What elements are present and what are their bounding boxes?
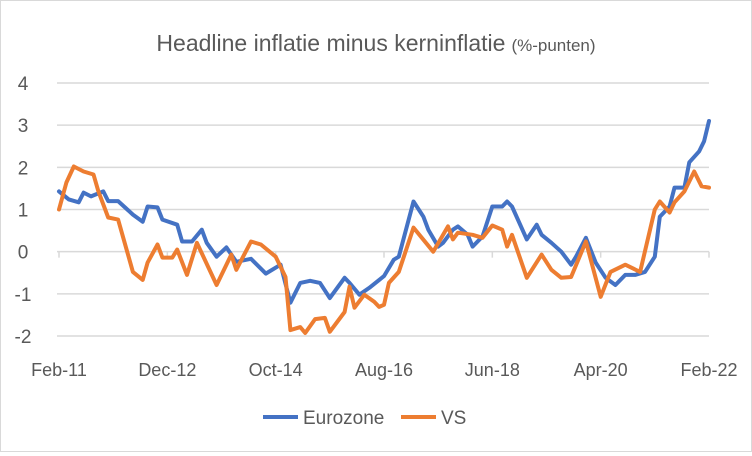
y-tick-label: 4 <box>18 74 29 95</box>
x-tick-label: Apr-20 <box>574 360 628 380</box>
x-tick-label: Dec-12 <box>138 360 196 380</box>
y-tick-label: -2 <box>15 327 32 348</box>
y-tick-label: -1 <box>15 285 32 306</box>
x-tick-label: Feb-22 <box>680 360 737 380</box>
legend-label: VS <box>441 408 466 429</box>
series-lines <box>57 119 711 335</box>
y-axis-labels: 4 3 2 1 0 -1 -2 <box>15 74 32 348</box>
legend-label: Eurozone <box>303 408 384 429</box>
x-tick-label: Jun-18 <box>465 360 520 380</box>
gridlines <box>57 82 710 337</box>
x-tick-label: Aug-16 <box>355 360 413 380</box>
legend: Eurozone VS <box>263 408 466 429</box>
chart-subtitle: (%-punten) <box>511 36 595 55</box>
y-tick-label: 2 <box>18 158 29 179</box>
chart-title-main: Headline inflatie minus kerninflatie <box>156 30 505 56</box>
y-tick-label: 1 <box>18 201 29 222</box>
chart-title: Headline inflatie minus kerninflatie (%-p… <box>156 30 595 56</box>
y-tick-label: 3 <box>18 116 29 137</box>
series-line-eurozone <box>57 119 711 305</box>
y-tick-label: 0 <box>18 243 29 264</box>
x-axis-labels: Feb-11 Dec-12 Oct-14 Aug-16 Jun-18 Apr-20 Feb-… <box>31 360 737 380</box>
x-tick-label: Oct-14 <box>249 360 303 380</box>
series-line-vs <box>57 164 711 335</box>
x-tick-label: Feb-11 <box>31 360 87 380</box>
